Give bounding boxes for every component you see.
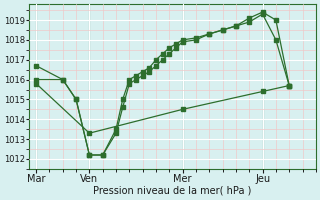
- X-axis label: Pression niveau de la mer( hPa ): Pression niveau de la mer( hPa ): [93, 186, 252, 196]
